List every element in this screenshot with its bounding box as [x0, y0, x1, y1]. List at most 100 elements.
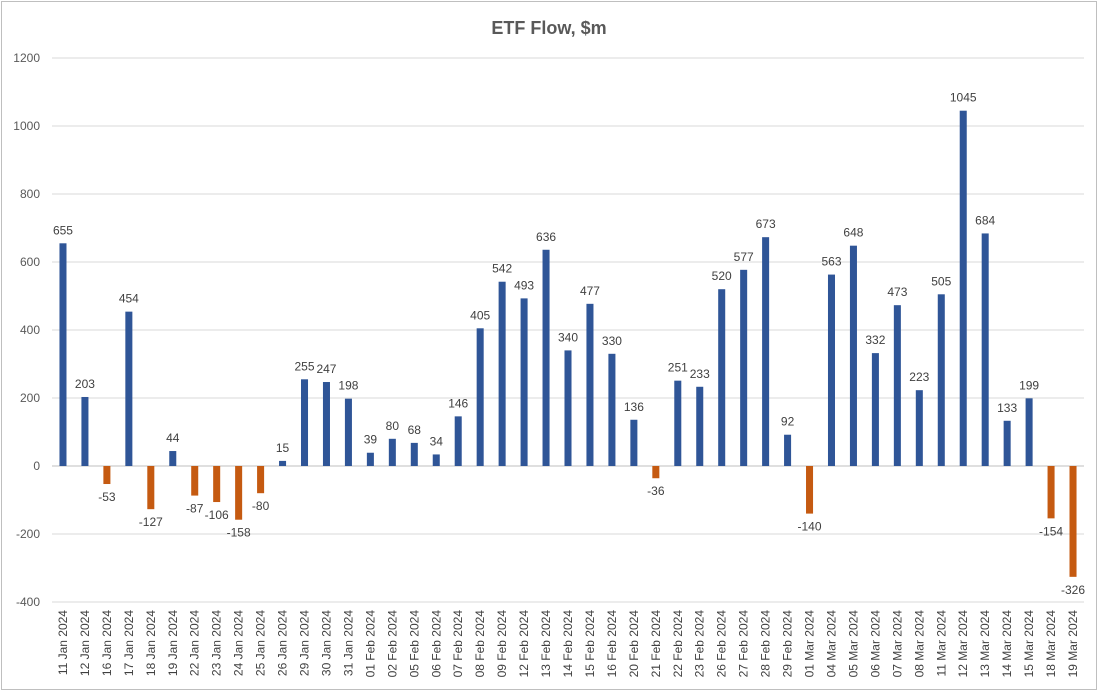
data-label: 673 [756, 217, 776, 231]
y-tick-label: 800 [20, 187, 40, 201]
data-label: 1045 [950, 91, 977, 105]
bar [915, 390, 923, 466]
x-tick-label: 14 Feb 2024 [561, 610, 575, 678]
data-label: 34 [430, 434, 444, 448]
x-tick-label: 20 Feb 2024 [627, 610, 641, 678]
x-tick-label: 29 Jan 2024 [298, 610, 312, 676]
x-tick-label: 15 Mar 2024 [1022, 610, 1036, 678]
bar [344, 398, 352, 466]
x-tick-label: 11 Jan 2024 [56, 610, 70, 675]
data-label: 44 [166, 431, 180, 445]
data-label: 255 [294, 359, 314, 373]
x-tick-label: 16 Jan 2024 [100, 610, 114, 676]
bar [388, 438, 396, 466]
data-label: 477 [580, 284, 600, 298]
data-label: 473 [887, 285, 907, 299]
x-tick-label: 30 Jan 2024 [319, 610, 333, 676]
data-label: 251 [668, 361, 688, 375]
x-tick-label: 08 Feb 2024 [473, 610, 487, 678]
x-tick-label: 19 Jan 2024 [166, 610, 180, 676]
bar [718, 289, 726, 466]
bar [454, 416, 462, 466]
bar [849, 245, 857, 466]
data-label: 92 [781, 415, 795, 429]
bar [147, 466, 155, 510]
x-tick-label: 29 Feb 2024 [781, 610, 795, 678]
bar [432, 454, 440, 466]
data-label: -53 [98, 490, 116, 504]
bar [322, 382, 330, 466]
data-label: 330 [602, 334, 622, 348]
bar [59, 243, 67, 466]
x-tick-label: 01 Feb 2024 [363, 610, 377, 678]
bar [103, 466, 111, 485]
bar [827, 274, 836, 466]
data-label: 133 [997, 401, 1017, 415]
data-label: 247 [316, 362, 336, 376]
bar [652, 466, 660, 479]
bar [1003, 420, 1011, 466]
data-label: 15 [276, 441, 290, 455]
data-label: 454 [119, 292, 139, 306]
data-label: 505 [931, 274, 951, 288]
y-tick-label: -400 [16, 595, 40, 609]
data-label: 563 [821, 255, 841, 269]
x-tick-label: 04 Mar 2024 [824, 610, 838, 678]
bar [871, 353, 879, 466]
x-tick-label: 01 Mar 2024 [803, 610, 817, 678]
x-tick-label: 14 Mar 2024 [1000, 610, 1014, 678]
data-label: -106 [205, 508, 229, 522]
data-label: 577 [734, 250, 754, 264]
bar [366, 452, 374, 466]
data-label: 80 [386, 419, 400, 433]
bar [169, 451, 177, 466]
x-tick-label: 06 Mar 2024 [868, 610, 882, 678]
data-label: 203 [75, 377, 95, 391]
data-label: 198 [338, 379, 358, 393]
bar [213, 466, 221, 503]
x-tick-label: 23 Feb 2024 [693, 610, 707, 678]
data-label: 68 [408, 423, 422, 437]
x-tick-label: 11 Mar 2024 [934, 610, 948, 677]
data-label: 648 [843, 226, 863, 240]
data-label: 233 [690, 367, 710, 381]
bar [1025, 398, 1033, 466]
data-label: 39 [364, 433, 378, 447]
bar [279, 460, 287, 466]
x-tick-label: 12 Mar 2024 [956, 610, 970, 678]
y-tick-label: 200 [20, 391, 40, 405]
bar [498, 281, 506, 466]
y-tick-label: -200 [16, 527, 40, 541]
x-tick-label: 22 Jan 2024 [188, 610, 202, 676]
bar [608, 353, 616, 466]
bar [740, 269, 748, 466]
y-tick-label: 400 [20, 323, 40, 337]
bar [520, 298, 528, 466]
bar [959, 110, 967, 466]
data-label: 146 [448, 396, 468, 410]
x-tick-label: 05 Feb 2024 [407, 610, 421, 678]
bar [81, 396, 89, 466]
x-tick-label: 07 Mar 2024 [890, 610, 904, 678]
data-label: -80 [252, 499, 270, 513]
data-label: -158 [227, 526, 251, 540]
data-label: 136 [624, 400, 644, 414]
bar [893, 305, 901, 466]
x-tick-label: 22 Feb 2024 [671, 610, 685, 678]
x-tick-label: 05 Mar 2024 [846, 610, 860, 678]
bar [1069, 466, 1077, 577]
data-label: -87 [186, 502, 204, 516]
data-label: -326 [1061, 583, 1085, 597]
data-label: 199 [1019, 378, 1039, 392]
x-tick-label: 17 Jan 2024 [122, 610, 136, 676]
x-tick-label: 08 Mar 2024 [912, 610, 926, 678]
data-label: -36 [647, 484, 665, 498]
x-tick-label: 18 Mar 2024 [1044, 610, 1058, 678]
x-tick-label: 02 Feb 2024 [385, 610, 399, 678]
bar [542, 249, 550, 466]
x-tick-label: 31 Jan 2024 [341, 610, 355, 676]
data-label: 223 [909, 370, 929, 384]
data-label: 520 [712, 269, 732, 283]
bar [586, 303, 594, 466]
